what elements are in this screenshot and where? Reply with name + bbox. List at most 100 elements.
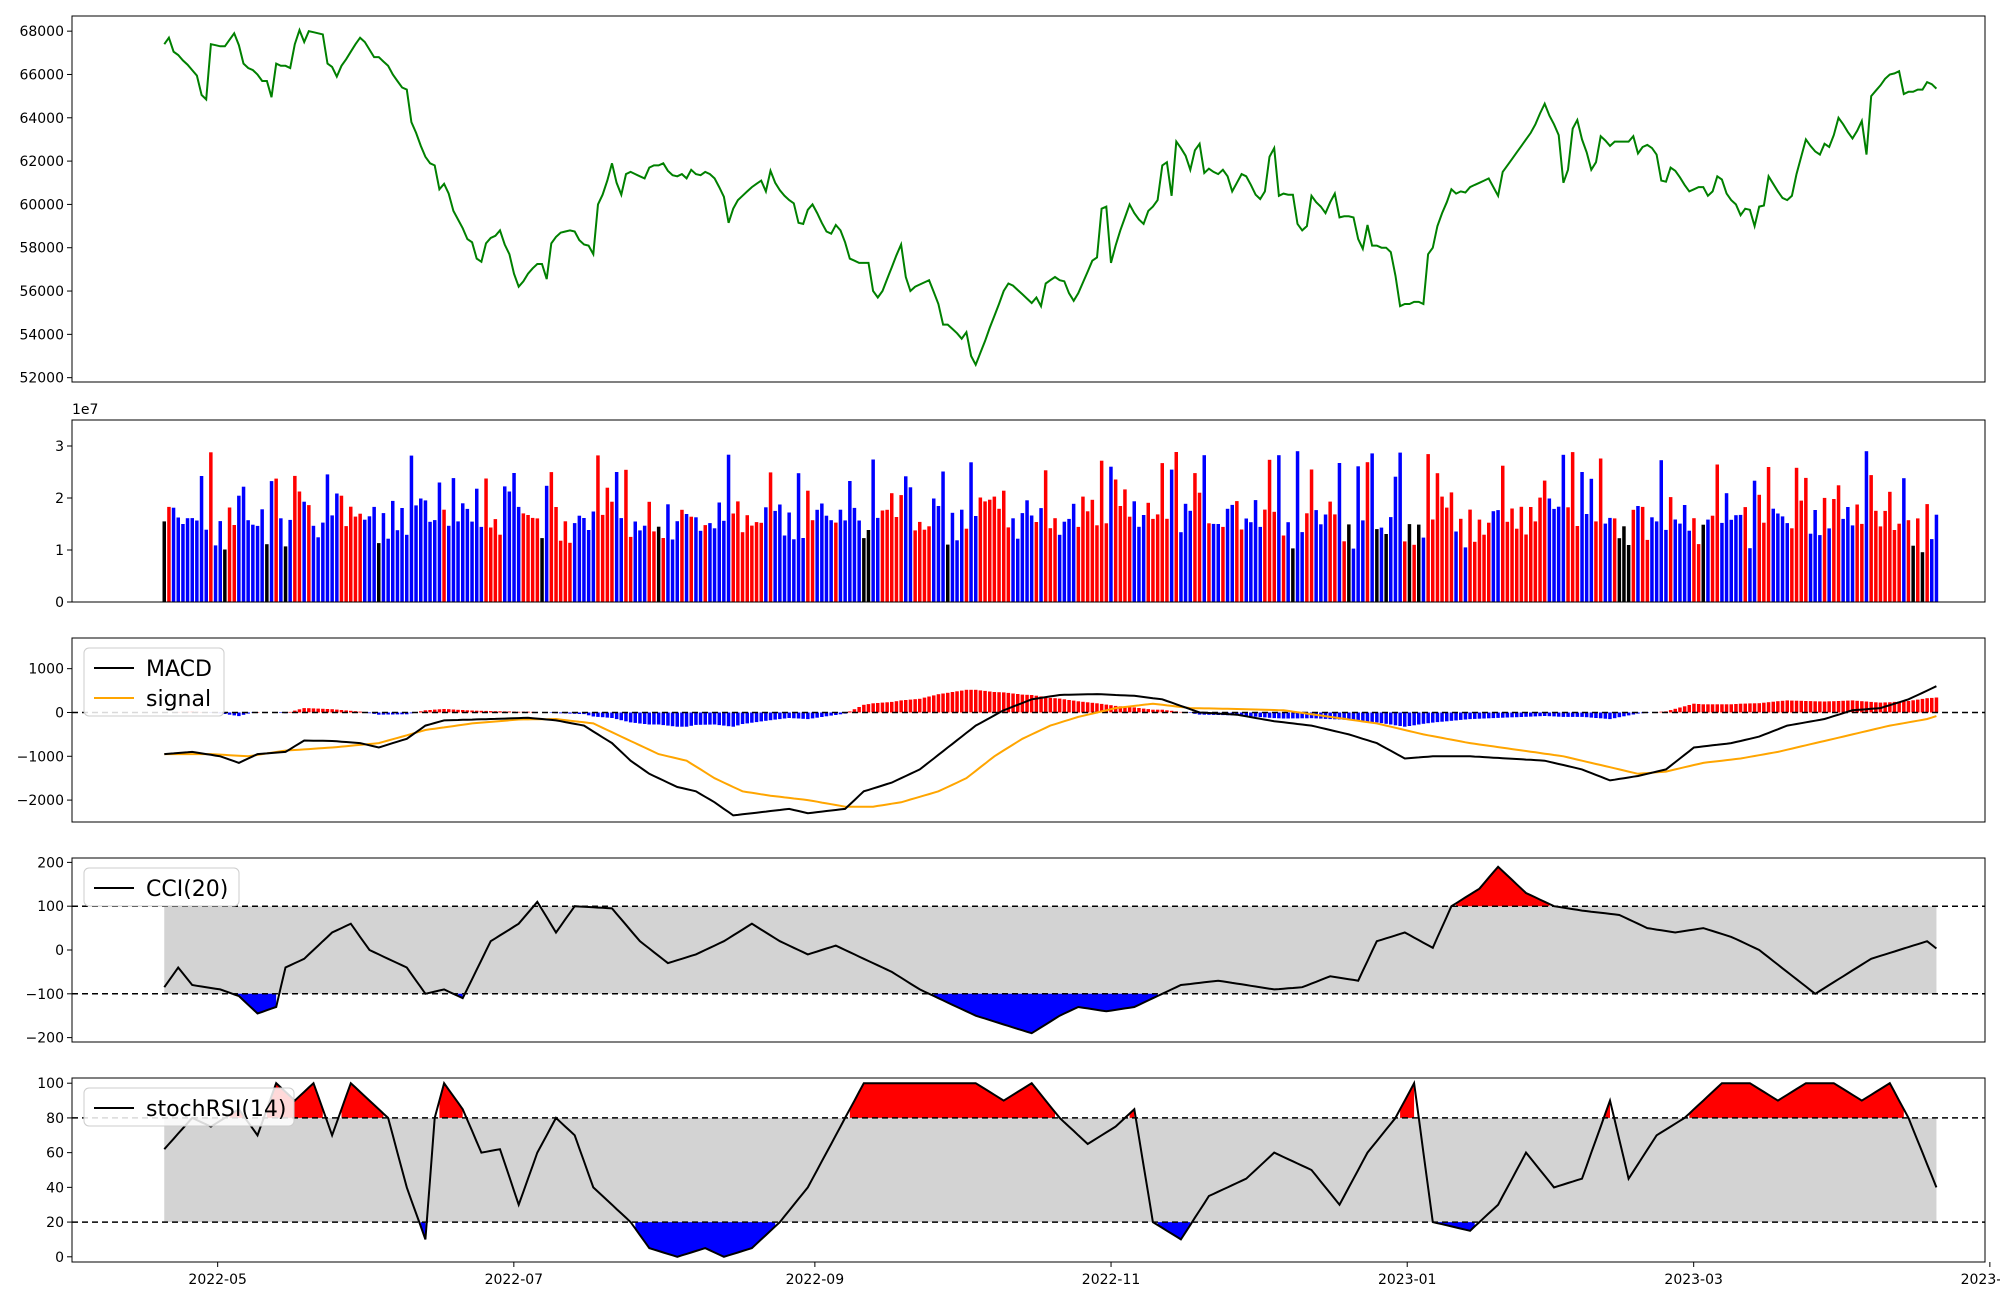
macd-histogram-bar	[1836, 701, 1841, 713]
volume-bar	[1183, 503, 1188, 602]
macd-histogram-bar	[745, 712, 749, 724]
volume-bar	[1622, 526, 1626, 602]
volume-bar	[419, 498, 423, 602]
macd-histogram-bar	[1165, 710, 1169, 713]
volume-bar	[349, 506, 353, 602]
macd-histogram-bar	[288, 711, 292, 713]
volume-bar	[759, 522, 763, 602]
macd-histogram-bar	[1295, 712, 1300, 719]
volume-bar	[423, 500, 428, 602]
macd-histogram-bar	[335, 709, 339, 713]
volume-bar	[614, 472, 619, 602]
volume-bar	[1832, 499, 1836, 602]
macd-histogram-bar	[1678, 707, 1682, 713]
volume-bar	[670, 539, 675, 602]
volume-bar	[1225, 508, 1230, 602]
macd-histogram-bar	[726, 712, 731, 727]
macd-histogram-bar	[1808, 701, 1813, 713]
macd-histogram-bar	[904, 700, 908, 713]
macd-histogram-bar	[479, 710, 484, 713]
macd-histogram-bar	[1127, 707, 1132, 713]
macd-histogram-bar	[983, 690, 987, 713]
volume-bar	[796, 473, 801, 602]
volume-bar	[1626, 545, 1631, 602]
volume-bar	[1305, 513, 1309, 602]
volume-bar	[1790, 528, 1794, 602]
volume-bar	[703, 525, 707, 602]
volume-bar	[479, 526, 484, 602]
macd-histogram-bar	[974, 689, 978, 713]
volume-bar	[274, 478, 278, 602]
volume-bar	[335, 493, 339, 602]
stochrsi-y-tick-label: 100	[37, 1076, 64, 1092]
macd-histogram-bar	[1365, 712, 1370, 722]
volume-bar	[1780, 516, 1785, 602]
volume-bar	[391, 500, 395, 602]
volume-bar	[1099, 460, 1104, 602]
macd-histogram-bar	[638, 712, 642, 724]
macd-histogram-bar	[307, 708, 311, 713]
macd-histogram-bar	[1766, 702, 1771, 713]
macd-histogram-bar	[1911, 700, 1915, 713]
volume-bar	[740, 532, 745, 602]
volume-bar	[363, 519, 367, 602]
macd-histogram-bar	[1468, 712, 1472, 720]
volume-bar	[470, 521, 474, 602]
macd-histogram-bar	[1720, 704, 1724, 713]
volume-bar	[330, 515, 334, 602]
macd-histogram-bar	[1067, 700, 1071, 713]
macd-histogram-bar	[1673, 708, 1677, 713]
volume-bar	[1659, 460, 1663, 602]
stochrsi-oversold-fill	[1157, 1222, 1191, 1240]
legend-label: stochRSI(14)	[146, 1097, 287, 1122]
macd-histogram-bar	[1118, 706, 1123, 713]
macd-histogram-bar	[1197, 712, 1202, 715]
volume-bar	[628, 536, 633, 602]
macd-histogram-bar	[1570, 712, 1575, 717]
volume-bar	[428, 521, 432, 602]
macd-histogram-bar	[1062, 699, 1067, 713]
cci-oversold-fill	[234, 993, 277, 1014]
volume-bar	[633, 521, 637, 602]
volume-bar	[969, 462, 973, 602]
volume-bar	[708, 523, 712, 602]
volume-bar	[246, 520, 250, 602]
macd-histogram-bar	[614, 712, 619, 720]
x-tick-label: 2023-01	[1378, 1272, 1437, 1288]
volume-bar	[624, 469, 628, 602]
volume-bar	[1846, 507, 1850, 602]
macd-histogram-bar	[451, 709, 456, 713]
macd-histogram-bar	[698, 712, 703, 725]
macd-y-tick-label: 1000	[28, 662, 64, 678]
macd-histogram-bar	[1043, 697, 1048, 713]
stochrsi-line	[163, 1079, 1938, 1258]
volume-bar	[1827, 528, 1831, 602]
x-tick-label: 2022-09	[786, 1272, 845, 1288]
macd-histogram-bar	[815, 712, 819, 718]
volume-bar	[1762, 522, 1766, 602]
volume-bar	[1771, 508, 1775, 602]
macd-histogram-bar	[419, 711, 423, 713]
volume-bar	[824, 515, 829, 602]
macd-histogram-bar	[507, 711, 512, 713]
volume-bar	[1286, 522, 1290, 602]
volume-bar	[1403, 541, 1407, 602]
volume-bar	[297, 491, 302, 602]
volume-bar	[586, 530, 591, 602]
volume-bar	[1566, 507, 1570, 602]
volume-bar	[838, 509, 843, 602]
macd-histogram-bar	[1533, 712, 1538, 717]
volume-bar	[820, 503, 824, 602]
price-y-tick-label: 54000	[19, 327, 64, 343]
volume-bar	[647, 501, 651, 602]
price-y-tick-label: 62000	[19, 154, 64, 170]
volume-bar	[983, 501, 987, 602]
macd-histogram-bar	[1099, 703, 1104, 713]
macd-histogram-bar	[1151, 709, 1155, 713]
macd-histogram-bar	[1687, 705, 1691, 713]
volume-bar	[675, 521, 679, 602]
macd-histogram-bar	[1771, 701, 1775, 713]
macd-histogram-bar	[1692, 703, 1696, 713]
macd-histogram-bar	[241, 712, 246, 715]
macd-histogram-bar	[386, 712, 390, 715]
